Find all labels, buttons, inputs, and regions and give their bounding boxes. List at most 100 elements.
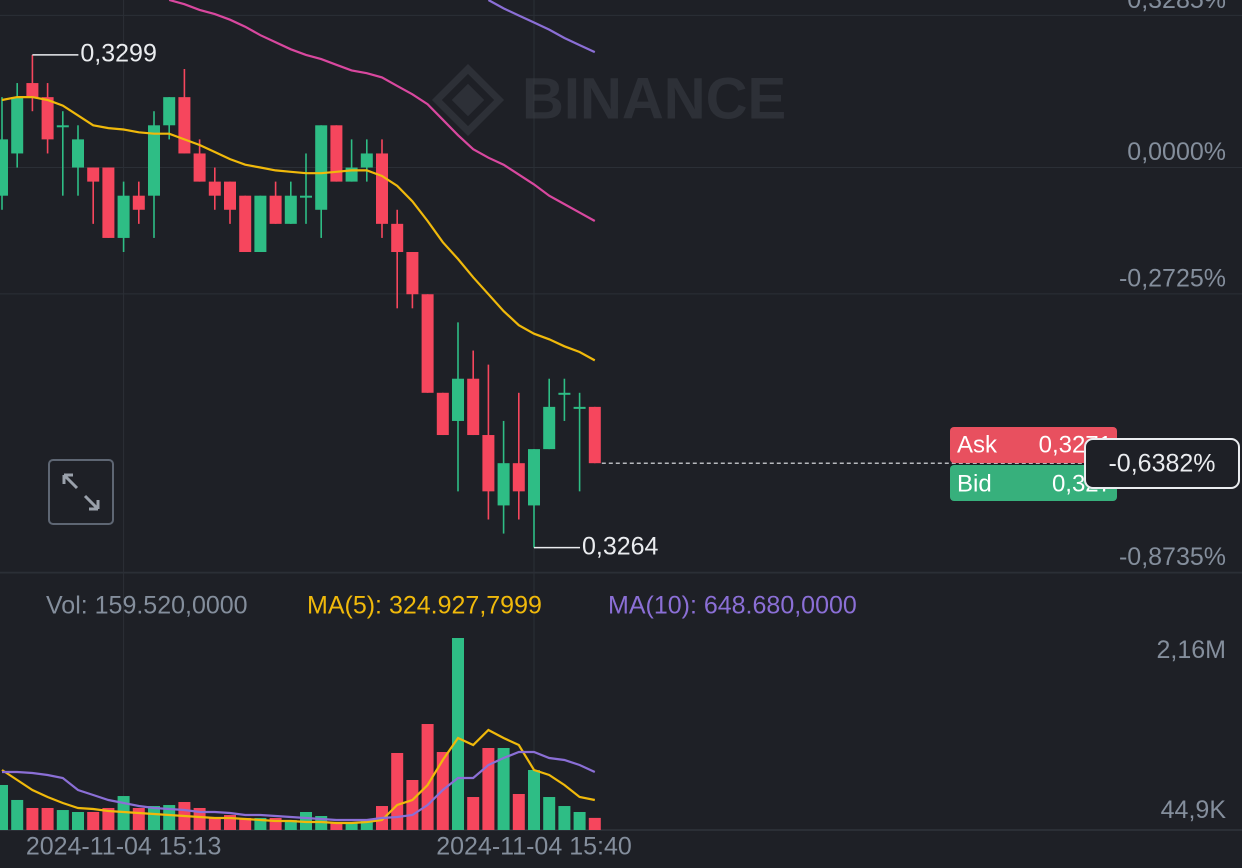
volume-bar	[588, 817, 601, 830]
bid-label: Bid	[957, 470, 992, 497]
candle-body	[56, 125, 69, 128]
candle-body	[497, 463, 510, 506]
volume-bar	[360, 820, 373, 830]
volume-bar	[528, 770, 540, 830]
candle-body	[239, 195, 252, 253]
candle-body	[178, 97, 191, 154]
volume-bar	[208, 817, 221, 830]
watermark-text: BINANCE	[522, 66, 786, 131]
candle-body	[467, 378, 480, 436]
candle-body	[421, 294, 434, 393]
volume-legend: Vol: 159.520,0000	[46, 592, 248, 620]
volume-bar	[0, 784, 8, 830]
volume-bar	[345, 821, 358, 830]
bid-box	[950, 465, 1117, 501]
volume-bar	[482, 747, 495, 830]
candle-body	[315, 125, 328, 210]
ask-box	[950, 427, 1117, 463]
ma-line	[487, 0, 596, 54]
candle-body	[512, 463, 525, 492]
candle-body	[330, 125, 343, 182]
order-book-tag: Ask 0,3271 Bid 0,327 -0,6382%	[950, 427, 1240, 501]
volume-bar	[512, 793, 525, 830]
annotation-label: 0,3299	[80, 40, 156, 68]
candle-body	[452, 378, 464, 421]
y-tick-label: 0,3285%	[1127, 0, 1226, 14]
candle-body	[26, 83, 39, 98]
candle-body	[117, 195, 130, 238]
candle-body	[148, 125, 160, 196]
volume-bar	[284, 820, 297, 830]
candle-body	[11, 97, 24, 154]
volume-bar	[11, 799, 24, 830]
candle-body	[254, 195, 267, 253]
ma-line	[2, 750, 596, 822]
candle-body	[300, 195, 312, 198]
volume-bar	[102, 807, 115, 830]
y-tick-label: -0,8735%	[1119, 543, 1226, 571]
y-tick-label: 2,16M	[1157, 636, 1226, 664]
y-tick-label: 44,9K	[1161, 796, 1227, 824]
candle-body	[224, 181, 236, 210]
expand-icon[interactable]	[62, 473, 100, 511]
volume-bar	[543, 797, 556, 830]
candle-body	[528, 449, 540, 506]
volume-bar	[330, 821, 343, 830]
volume-bar	[26, 807, 39, 830]
marks: 0,3299 0,3264	[0, 0, 1085, 830]
expand-button[interactable]	[48, 459, 114, 525]
volume-bar	[558, 806, 571, 830]
volume-bar	[406, 779, 419, 830]
candle-body	[588, 406, 601, 464]
y-tick-label: 0,0000%	[1127, 138, 1226, 166]
last-change: -0,6382%	[1108, 450, 1215, 478]
volume-bar	[87, 811, 100, 830]
volume-bar	[56, 810, 69, 830]
x-tick-label: 2024-11-04 15:40	[436, 833, 632, 861]
volume-bar	[467, 797, 480, 830]
x-tick-label: 2024-11-04 15:13	[26, 833, 222, 861]
volume-bar	[132, 807, 145, 830]
volume-bar	[72, 811, 84, 830]
candle-body	[284, 195, 297, 224]
candle-body	[41, 97, 54, 140]
candle-body	[102, 167, 115, 238]
volume-bar	[497, 747, 510, 830]
candle-body	[0, 139, 8, 196]
candle-body	[436, 392, 449, 436]
candle-body	[269, 195, 282, 224]
candle-body	[132, 195, 145, 210]
annotation-label: 0,3264	[582, 532, 659, 560]
volume-legend: MA(5): 324.927,7999	[307, 592, 542, 620]
candle-body	[573, 406, 586, 409]
candle-body	[558, 392, 571, 395]
watermark: BINANCE	[431, 63, 786, 137]
candle-body	[376, 153, 388, 224]
candle-body	[163, 97, 176, 126]
candle-body	[406, 252, 419, 295]
candle-body	[87, 167, 100, 182]
last-change-box	[1084, 438, 1240, 489]
y-tick-label: -0,2725%	[1119, 264, 1226, 292]
volume-bar	[148, 806, 160, 830]
volume-bar	[163, 805, 176, 830]
ask-label: Ask	[957, 431, 998, 458]
candle-body	[72, 139, 84, 168]
candle-body	[543, 406, 556, 450]
volume-bar	[573, 811, 586, 830]
candle-body	[391, 223, 404, 253]
volume-bar	[193, 807, 206, 830]
volume-bar	[41, 807, 54, 830]
volume-bar	[452, 638, 464, 830]
candle-body	[208, 181, 221, 196]
grid	[0, 0, 1242, 830]
volume-bar	[391, 752, 404, 830]
volume-legend: MA(10): 648.680,0000	[608, 592, 857, 620]
ma-line	[168, 0, 596, 222]
expand-frame[interactable]	[48, 459, 114, 525]
candle-body	[193, 153, 206, 182]
volume-bar	[239, 817, 252, 830]
candle-body	[482, 435, 495, 492]
